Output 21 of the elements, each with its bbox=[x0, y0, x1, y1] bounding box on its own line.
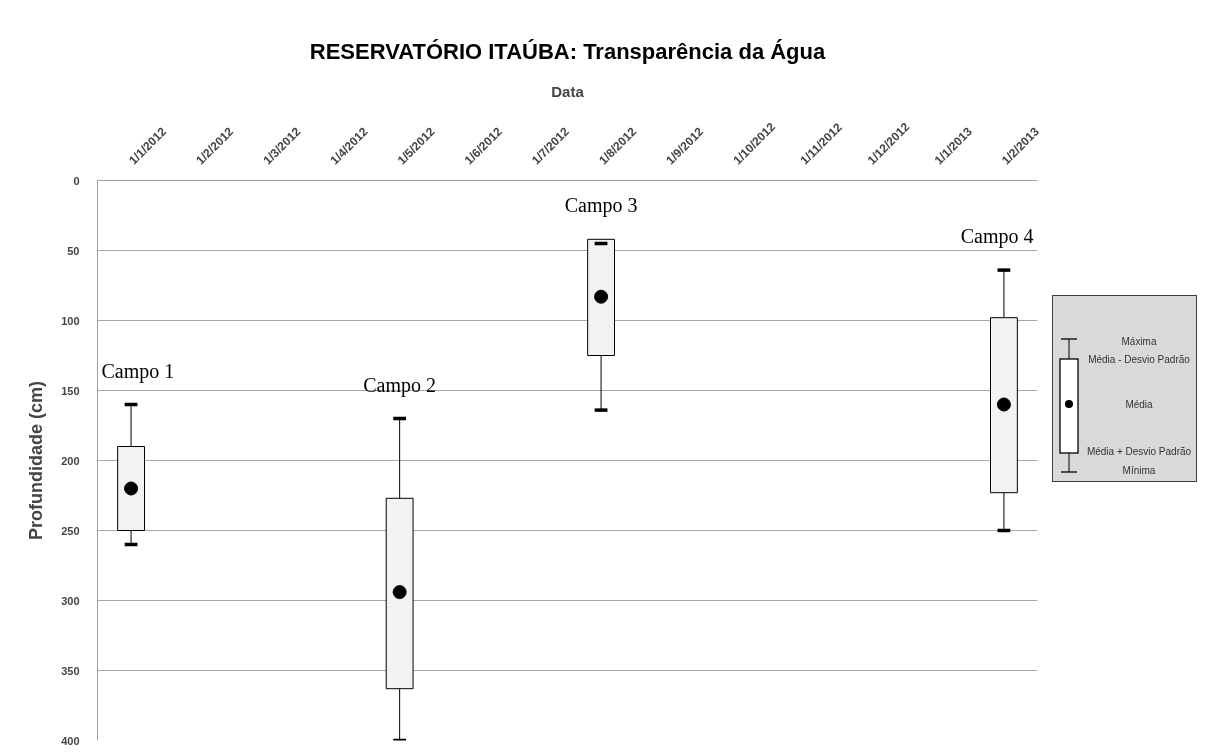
text: Média - Desvio Padrão bbox=[1087, 354, 1191, 366]
text: Média bbox=[1124, 399, 1154, 411]
y-tick-label: 250 bbox=[61, 524, 80, 537]
y-tick-label: 100 bbox=[61, 314, 80, 327]
y-tick-label: 300 bbox=[61, 594, 80, 607]
y-tick-label: 50 bbox=[67, 244, 80, 257]
x-axis-title: Data bbox=[551, 82, 585, 100]
annotation: Campo 2 bbox=[363, 373, 437, 397]
y-tick-label: 350 bbox=[61, 664, 80, 677]
text: Média + Desvio Padrão bbox=[1085, 446, 1193, 458]
y-tick-label: 200 bbox=[61, 454, 80, 467]
annotation: Campo 4 bbox=[960, 225, 1034, 249]
text: Mínima bbox=[1121, 465, 1157, 477]
text: Máxima bbox=[1120, 336, 1158, 348]
y-axis-title: Profundidade (cm) bbox=[26, 380, 47, 540]
chart-title: RESERVATÓRIO ITAÚBA: Transparência da Água bbox=[309, 38, 826, 64]
annotation: Campo 3 bbox=[564, 194, 638, 218]
y-tick-label: 0 bbox=[73, 174, 80, 187]
y-tick-label: 150 bbox=[61, 384, 80, 397]
y-tick-label: 400 bbox=[61, 734, 80, 747]
annotation: Campo 1 bbox=[101, 359, 175, 383]
